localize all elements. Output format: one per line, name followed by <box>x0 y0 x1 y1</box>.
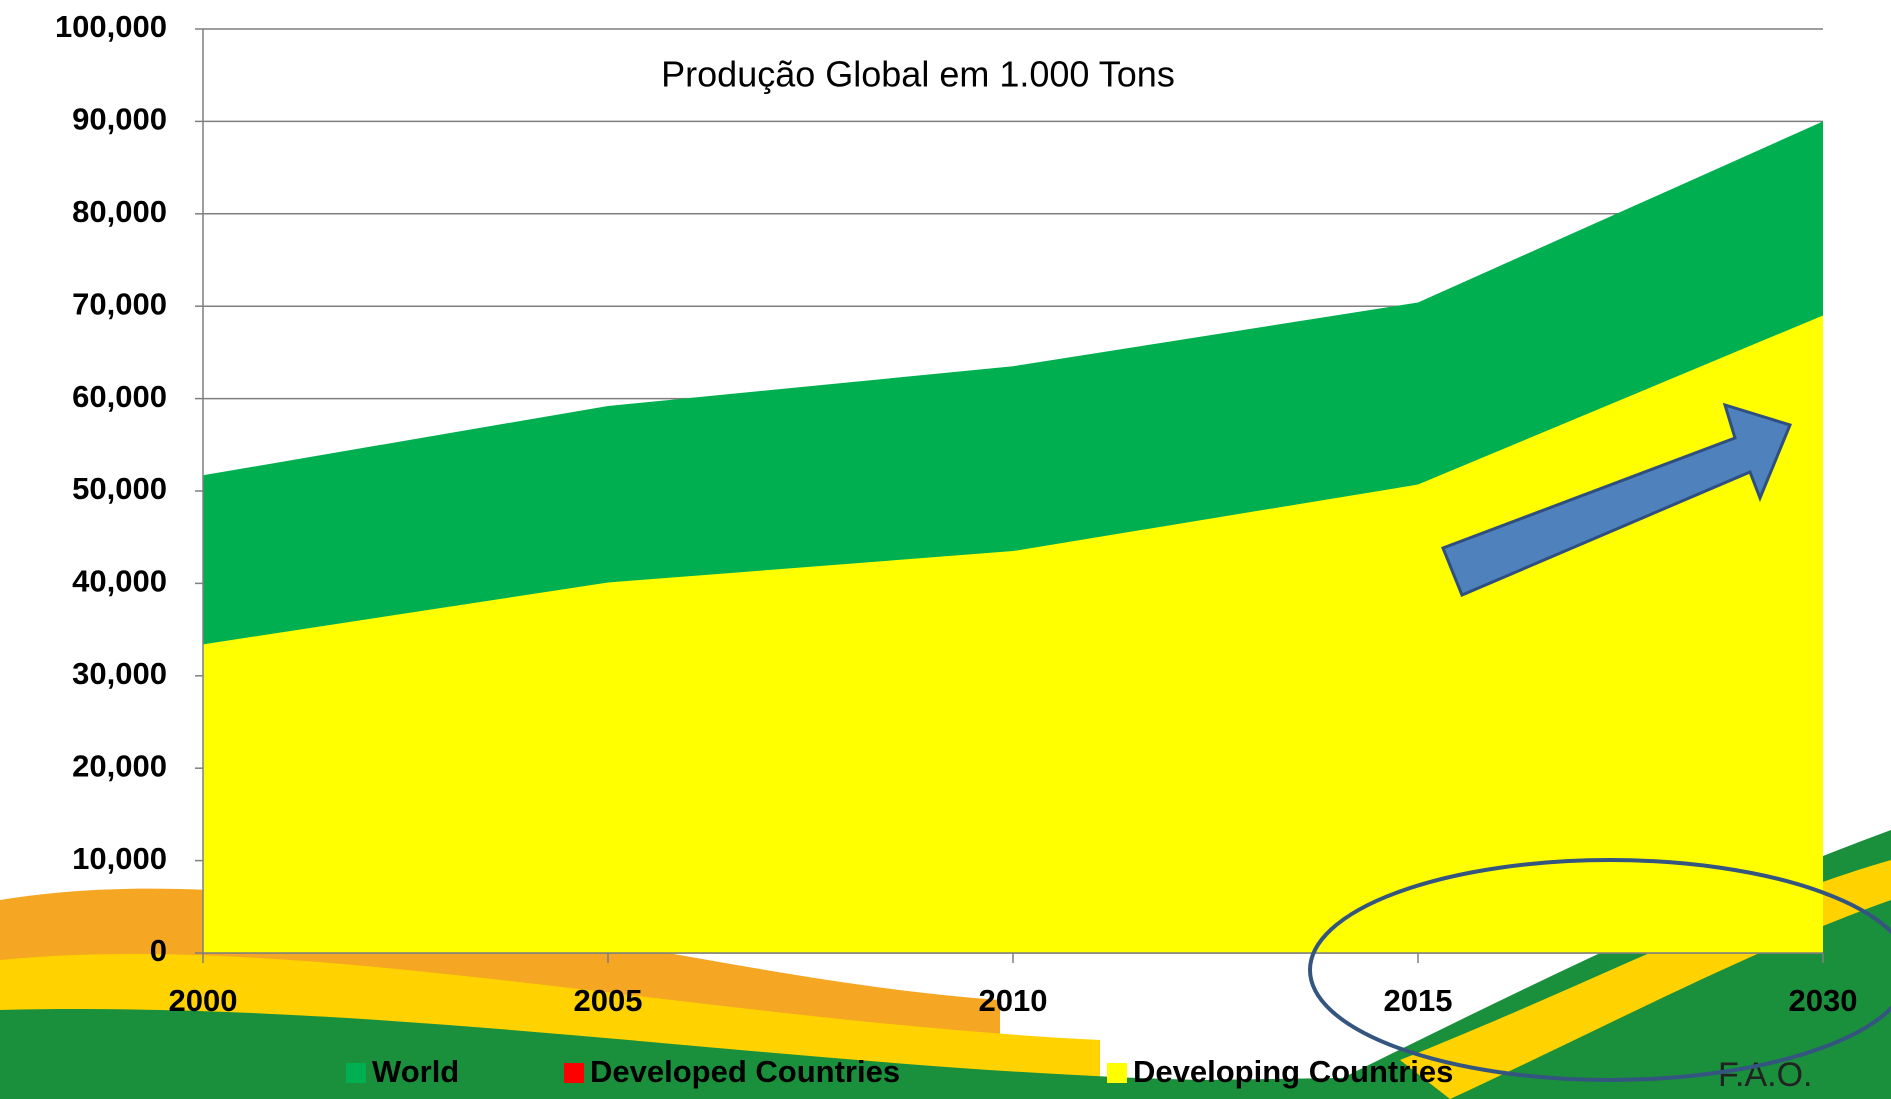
legend-label: World <box>372 1054 459 1089</box>
y-tick-label: 90,000 <box>72 102 167 137</box>
arrow <box>1441 402 1793 597</box>
x-tick-label: 2005 <box>574 983 643 1018</box>
legend-swatch <box>346 1063 366 1083</box>
y-tick-label: 50,000 <box>72 471 167 506</box>
legend-label: Developing Countries <box>1133 1054 1453 1089</box>
legend-label: Developed Countries <box>590 1054 900 1089</box>
y-tick-label: 60,000 <box>72 379 167 414</box>
x-tick-label: 2015 <box>1384 983 1453 1018</box>
y-tick-label: 10,000 <box>72 841 167 876</box>
x-tick-label: 2010 <box>979 983 1048 1018</box>
highlight-ellipse <box>1308 858 1891 1082</box>
y-tick-label: 40,000 <box>72 564 167 599</box>
areas <box>203 28 1823 954</box>
y-tick-label: 20,000 <box>72 748 167 783</box>
legend-swatch <box>1107 1063 1127 1083</box>
source-note: F.A.O. <box>1718 1056 1812 1094</box>
area-series <box>203 315 1823 953</box>
x-tick-label: 2000 <box>169 983 238 1018</box>
y-tick-label: 30,000 <box>72 656 167 691</box>
x-tick-label: 2030 <box>1789 983 1858 1018</box>
y-tick-label: 100,000 <box>55 9 167 44</box>
chart-annotation: Produção Global em 1.000 Tons <box>661 54 1175 95</box>
y-tick-label: 70,000 <box>72 286 167 321</box>
legend-swatch <box>564 1063 584 1083</box>
y-tick-label: 0 <box>150 933 167 968</box>
axes: 0 10,000 20,000 30,000 40,000 50,000 60,000 70,… <box>55 9 1858 1089</box>
y-tick-label: 80,000 <box>72 194 167 229</box>
